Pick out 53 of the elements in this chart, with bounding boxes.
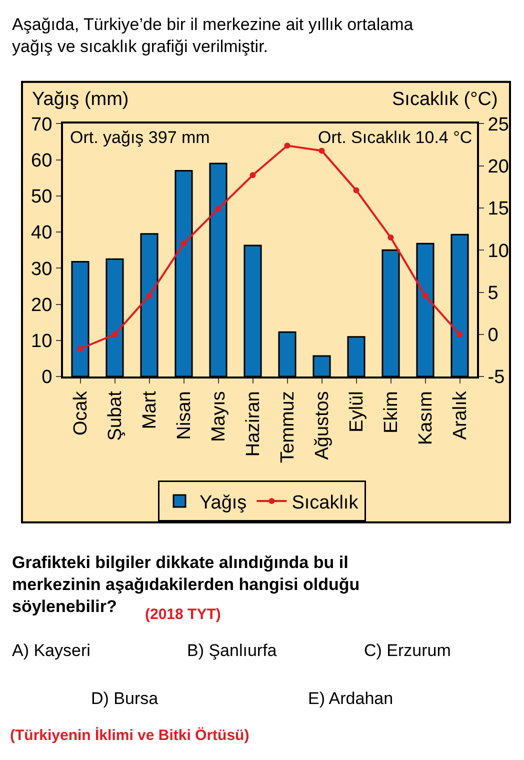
x-tick-label: Nisan <box>174 391 195 440</box>
y-tick-label: 60 <box>31 150 52 172</box>
annotation: Ort. yağış 397 mm <box>70 128 210 147</box>
y-tick-label: 10 <box>31 331 52 352</box>
x-tick-label: Aralık <box>450 390 471 440</box>
point <box>318 148 325 154</box>
x-tick-label: Mart <box>139 390 160 430</box>
y-tick-label: 0 <box>42 367 52 388</box>
y2-tick-label: -5 <box>488 367 505 388</box>
y2-tick-label: 15 <box>488 198 509 220</box>
legend-label: Yağış <box>200 492 247 514</box>
y-tick-label: 70 <box>31 114 52 136</box>
point <box>388 234 394 241</box>
y2-tick-label: 5 <box>488 282 498 304</box>
point <box>112 331 118 338</box>
point <box>77 346 84 352</box>
chart-title: Aşağıda, Türkiye’de bir il merkezine ait yıllık ortalama yağış ve sıcaklık grafiği verilmiştir. <box>12 15 414 56</box>
y-tick-label: 50 <box>31 186 52 208</box>
x-tick-label: Haziran <box>242 391 264 457</box>
point <box>284 142 290 149</box>
x-tick-label: Temmuz <box>277 391 298 463</box>
y2-axis-title: Sıcaklık (°C) <box>392 89 498 110</box>
text: (2018 TYT) <box>145 606 221 623</box>
y-tick-label: 30 <box>31 258 52 280</box>
text: E) Ardahan <box>308 689 394 708</box>
x-tick-label: Eylül <box>346 391 368 432</box>
point <box>180 240 187 246</box>
text: D) Bursa <box>91 689 159 708</box>
y-tick-label: 20 <box>31 294 52 316</box>
x-tick-label: Mayıs <box>208 391 230 442</box>
text: C) Erzurum <box>364 641 451 660</box>
annotation: Ort. Sıcaklık 10.4 °C <box>318 128 472 147</box>
text: A) Kayseri <box>12 641 90 660</box>
legend-label: Sıcaklık <box>292 492 359 514</box>
point <box>353 187 360 194</box>
point <box>250 172 256 178</box>
y2-tick-label: 10 <box>488 240 509 262</box>
x-tick-label: Kasım <box>415 391 436 446</box>
x-tick-label: Ağustos <box>312 391 333 460</box>
text: (Türkiyenin İklimi ve Bitki Örtüsü) <box>10 727 250 744</box>
x-tick-label: Şubat <box>104 390 126 441</box>
point <box>215 206 222 212</box>
x-tick-label: Ekim <box>380 391 402 434</box>
x-tick-label: Ocak <box>70 390 92 436</box>
point <box>146 292 152 299</box>
y-axis-title: Yağış (mm) <box>32 89 129 110</box>
y2-tick-label: 0 <box>488 325 498 346</box>
point <box>456 331 463 338</box>
y-tick-label: 40 <box>31 222 52 244</box>
y2-tick-label: 20 <box>488 156 509 178</box>
text: B) Şanlıurfa <box>187 641 278 660</box>
y2-tick-label: 25 <box>488 114 509 136</box>
point <box>422 292 428 299</box>
